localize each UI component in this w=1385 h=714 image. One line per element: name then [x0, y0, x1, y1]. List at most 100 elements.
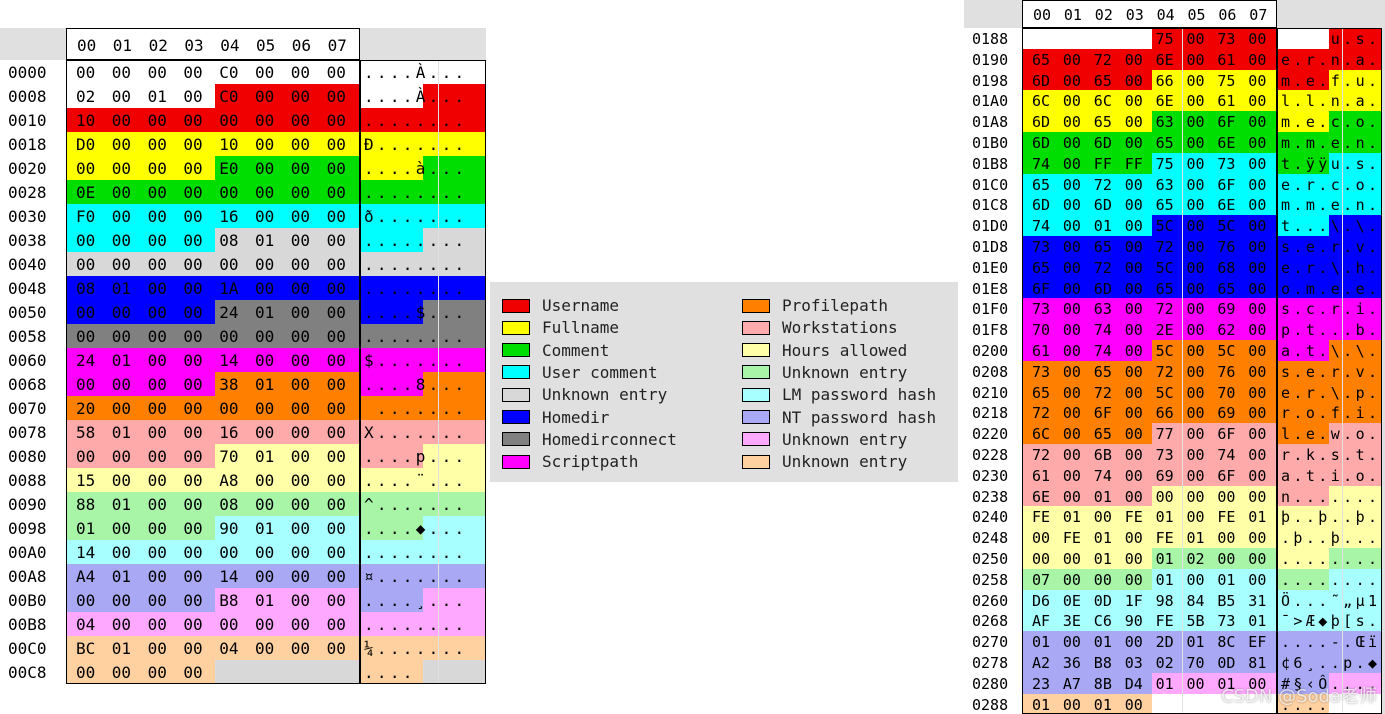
right-ascii-cell — [1355, 423, 1369, 444]
left-ascii-cell — [360, 108, 376, 132]
right-hex-byte: 65 — [1155, 134, 1174, 152]
right-ascii-text: m.e.c.o. — [1281, 113, 1381, 132]
right-hex-cell — [1182, 381, 1214, 403]
left-ascii-cell — [391, 588, 408, 612]
left-hex-byte: 00 — [326, 303, 346, 322]
left-ascii-cell — [454, 540, 470, 564]
right-hex-cell — [1244, 444, 1277, 465]
right-ascii-cell — [1303, 527, 1317, 548]
left-ascii-cell — [407, 396, 423, 420]
right-ascii-cell — [1303, 48, 1317, 70]
right-ascii-cell — [1355, 152, 1369, 174]
left-hex-byte: 00 — [183, 351, 203, 370]
right-hex-cell — [1120, 173, 1152, 195]
left-header-col: 02 — [148, 36, 168, 55]
legend-label: Workstations — [782, 318, 898, 338]
right-ascii-cell — [1329, 464, 1343, 486]
left-hex-cell — [66, 468, 108, 492]
left-hex-byte: 00 — [255, 279, 275, 298]
right-hex-byte: 00 — [1124, 175, 1143, 194]
left-hex-cell — [179, 204, 216, 228]
left-hex-cell — [66, 660, 108, 684]
left-hex-cell — [322, 156, 360, 180]
left-ascii-cell — [391, 300, 408, 324]
right-ascii-cell — [1368, 319, 1382, 340]
right-hex-byte: 00 — [1062, 258, 1081, 277]
left-ascii-cell — [422, 108, 439, 132]
left-hex-byte: 00 — [76, 327, 96, 346]
right-row-offset: 0220 — [972, 425, 1009, 444]
right-ascii-cell — [1368, 402, 1382, 424]
left-hex-cell — [179, 444, 216, 468]
left-ascii-cell — [454, 396, 470, 420]
right-hex-byte: 00 — [1062, 50, 1081, 69]
legend-label: Comment — [542, 340, 610, 360]
left-header-col: 01 — [112, 36, 133, 55]
left-ascii-cell — [422, 324, 439, 348]
right-ascii-cell — [1303, 277, 1317, 299]
right-hex-byte: 00 — [1248, 487, 1267, 506]
left-hex-cell — [179, 660, 216, 684]
right-hex-byte: 00 — [1062, 92, 1081, 111]
right-hex-cell — [1151, 194, 1183, 216]
left-hex-cell — [179, 84, 216, 108]
left-ascii-cell — [375, 612, 392, 636]
right-hex-byte: 00 — [1186, 30, 1205, 48]
right-hex-cell — [1120, 132, 1152, 153]
left-hex-byte: 00 — [183, 495, 203, 514]
right-ascii-cell — [1290, 194, 1304, 216]
left-hex-byte: 00 — [183, 447, 203, 466]
left-ascii-text: ¤....... — [364, 567, 468, 586]
right-hex-byte: 6F — [1217, 175, 1236, 194]
right-hex-cell — [1151, 568, 1183, 590]
left-hex-cell — [322, 420, 360, 444]
right-hex-byte: 00 — [1062, 342, 1081, 360]
left-ascii-cell — [360, 564, 376, 588]
left-ascii-cell — [469, 564, 486, 588]
left-ascii-cell — [454, 252, 470, 276]
right-hex-byte: 00 — [1248, 570, 1267, 589]
right-hex-cell — [1151, 402, 1183, 424]
left-ascii-cell — [469, 372, 486, 396]
left-ascii-cell — [469, 660, 486, 684]
left-hex-cell — [143, 132, 180, 156]
left-row-offset: 0018 — [8, 135, 47, 154]
right-header-col: 02 — [1094, 6, 1113, 24]
right-hex-cell — [1022, 381, 1059, 403]
left-hex-byte: 00 — [326, 327, 346, 346]
right-hex-cell — [1151, 548, 1183, 569]
left-header-row: 00 01 02 03 04 05 06 07 — [66, 28, 360, 60]
right-hex-byte: 76 — [1217, 362, 1236, 381]
left-hex-byte: 00 — [183, 231, 203, 250]
right-ascii-cell — [1277, 381, 1291, 403]
right-ascii-text: t.ÿÿu.s. — [1281, 154, 1381, 173]
left-hex-cell — [107, 300, 144, 324]
legend-swatch — [742, 432, 770, 447]
right-hex-cell — [1058, 485, 1090, 507]
left-ascii-cell — [360, 300, 376, 324]
legend-item: Unknown entry — [502, 385, 667, 404]
left-ascii-cell — [375, 60, 392, 84]
left-hex-cell — [322, 84, 360, 108]
left-hex-byte: 00 — [183, 207, 203, 226]
right-hex-byte: 69 — [1217, 300, 1236, 319]
right-header-col: 06 — [1218, 6, 1237, 24]
right-hex-byte: 00 — [1186, 217, 1205, 236]
left-hex-cell — [322, 588, 360, 612]
right-hex-cell — [1244, 298, 1277, 320]
legend-item: Scriptpath — [502, 452, 638, 471]
right-hex-cell — [1089, 464, 1121, 486]
right-hex-cell — [1089, 69, 1121, 91]
left-hex-byte: 38 — [219, 375, 239, 394]
right-hex-byte: 00 — [1124, 466, 1143, 485]
left-ascii-cell — [469, 420, 486, 444]
right-ascii-cell — [1342, 236, 1356, 257]
right-row-offset: 0238 — [972, 487, 1009, 506]
right-hex-byte: B5 — [1217, 591, 1236, 610]
right-ascii-cell — [1355, 298, 1369, 320]
left-hex-byte: 00 — [183, 159, 203, 178]
left-hex-cell — [286, 396, 323, 420]
left-ascii-cell — [454, 588, 470, 612]
left-hex-byte: 00 — [147, 63, 167, 82]
left-hex-byte: 00 — [111, 591, 132, 610]
